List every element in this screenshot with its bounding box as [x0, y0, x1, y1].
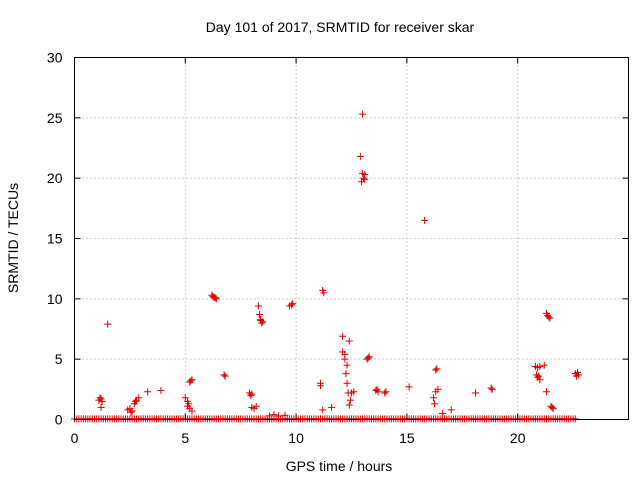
data-point: [536, 362, 544, 370]
data-point: [184, 402, 192, 410]
data-point: [211, 294, 219, 302]
y-tick-label: 5: [55, 351, 63, 367]
data-point: [342, 370, 350, 378]
y-tick-label: 15: [47, 231, 63, 247]
x-tick-label: 10: [288, 430, 304, 446]
data-point: [575, 371, 583, 379]
data-point: [345, 401, 353, 409]
y-tick-label: 25: [47, 110, 63, 126]
data-point: [188, 407, 196, 415]
data-point: [316, 382, 324, 390]
data-point: [535, 372, 543, 380]
data-point: [540, 361, 548, 369]
data-point: [281, 411, 289, 419]
x-axis-label: GPS time / hours: [286, 458, 393, 474]
data-point: [545, 313, 553, 321]
data-point: [348, 389, 355, 397]
data-point: [488, 385, 496, 393]
data-point: [345, 337, 353, 345]
data-point: [256, 311, 264, 319]
y-axis-label: SRMTID / TECUs: [5, 183, 21, 293]
data-point: [365, 353, 373, 361]
data-point: [434, 385, 442, 393]
data-point: [98, 397, 106, 405]
data-point: [254, 302, 262, 310]
x-tick-label: 15: [399, 430, 415, 446]
data-point: [360, 174, 368, 182]
data-point: [373, 385, 381, 393]
data-point: [328, 403, 336, 411]
data-point: [289, 300, 297, 308]
data-point: [543, 388, 551, 396]
data-point: [341, 355, 349, 363]
data-point: [361, 175, 369, 183]
data-point: [431, 400, 439, 408]
data-point: [548, 403, 556, 411]
data-point: [104, 320, 112, 328]
data-point: [188, 376, 196, 384]
data-point: [144, 388, 152, 396]
data-point: [381, 389, 389, 397]
x-tick-labels: 0 5 10 15 20: [71, 430, 526, 446]
y-tick-labels: 0 5 10 15 20 25 30: [47, 50, 63, 428]
data-point: [128, 407, 136, 415]
data-point: [472, 389, 480, 397]
data-point: [359, 110, 367, 118]
data-point: [187, 377, 195, 385]
data-point: [447, 406, 455, 414]
y-tick-label: 30: [47, 50, 63, 66]
y-tick-label: 10: [47, 291, 63, 307]
data-point: [438, 409, 446, 417]
data-point: [127, 408, 135, 416]
data-point: [247, 391, 255, 399]
data-point: [343, 379, 351, 387]
data-point: [131, 397, 139, 405]
data-point: [339, 332, 347, 340]
data-point: [433, 365, 441, 373]
y-tick-label: 0: [55, 412, 63, 428]
data-point: [487, 384, 495, 392]
x-tick-label: 20: [510, 430, 526, 446]
data-point: [221, 372, 229, 380]
data-point: [266, 412, 274, 420]
data-point: [549, 405, 557, 413]
data-point: [258, 319, 266, 327]
axis-ticks: [74, 57, 629, 420]
data-point: [288, 301, 296, 309]
data-point: [429, 394, 437, 402]
data-point: [421, 216, 429, 224]
data-point: [405, 383, 413, 391]
data-point: [257, 315, 265, 323]
data-point: [536, 376, 544, 384]
data-point: [248, 390, 256, 398]
data-point: [346, 396, 354, 404]
data-point: [181, 394, 189, 402]
data-point: [157, 387, 165, 395]
data-point: [432, 366, 440, 374]
chart-title: Day 101 of 2017, SRMTID for receiver ska…: [206, 19, 475, 35]
data-points: [71, 110, 583, 423]
data-point: [356, 152, 364, 160]
data-point: [96, 394, 104, 402]
data-point: [220, 371, 228, 379]
x-tick-label: 5: [181, 430, 189, 446]
data-point: [252, 402, 260, 410]
data-point: [270, 411, 278, 419]
data-point: [546, 314, 554, 322]
data-point: [571, 415, 579, 423]
data-point: [97, 403, 105, 411]
y-tick-label: 20: [47, 170, 63, 186]
grid-lines: [74, 57, 629, 420]
data-point: [212, 295, 220, 303]
data-point: [364, 354, 372, 362]
data-point: [135, 394, 143, 402]
data-point: [274, 412, 282, 420]
data-point: [320, 289, 328, 297]
data-point: [319, 406, 327, 414]
x-tick-label: 0: [71, 430, 79, 446]
data-point: [343, 361, 351, 369]
data-point: [382, 388, 390, 396]
